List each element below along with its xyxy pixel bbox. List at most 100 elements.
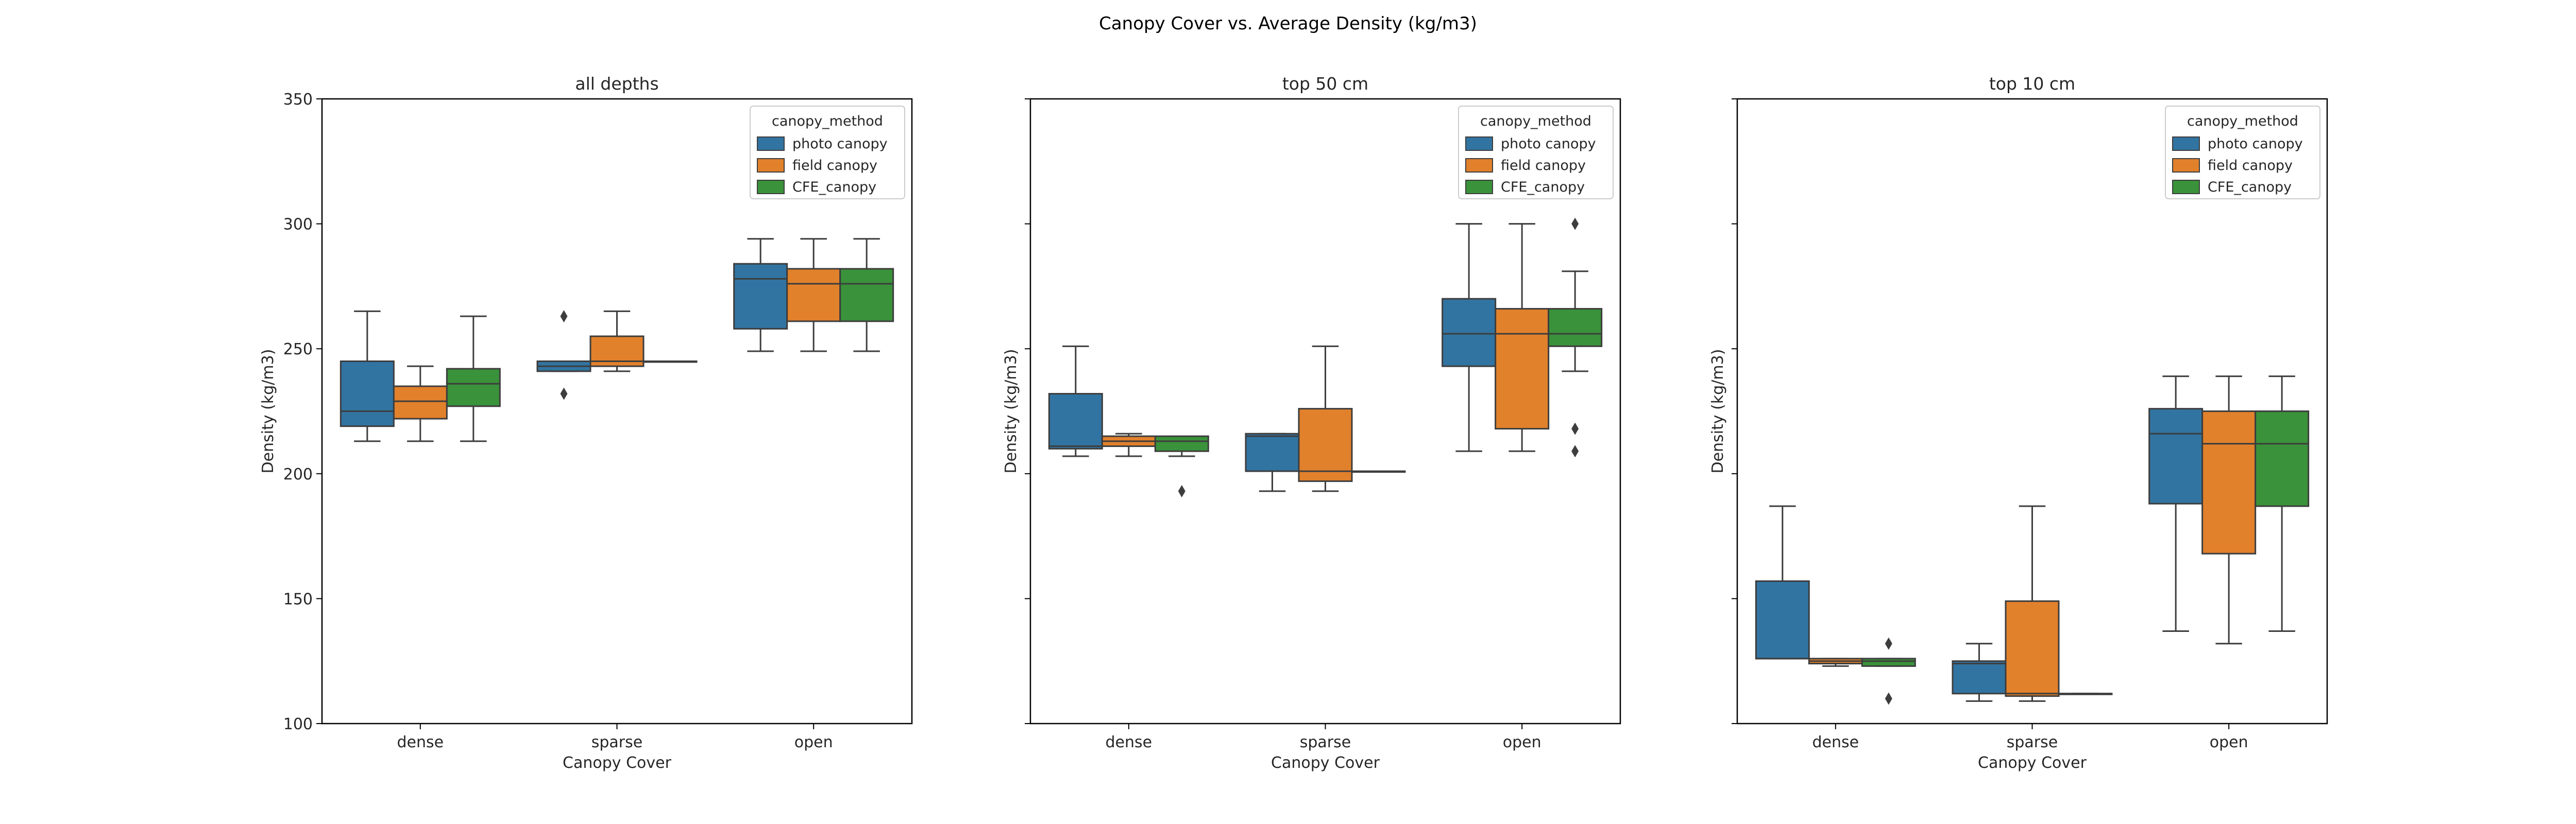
x-tick-label: sparse: [2007, 733, 2058, 751]
outlier-point: [1178, 485, 1185, 497]
box-cfe-canopy-dense: [1154, 435, 1209, 497]
legend-label: CFE_canopy: [1501, 179, 1585, 195]
box-body: [839, 268, 894, 322]
box-body: [733, 263, 788, 330]
legend-box: [1458, 106, 1614, 199]
legend-swatch: [757, 158, 785, 173]
legend-swatch: [1465, 158, 1493, 173]
x-tick-label: dense: [397, 733, 444, 751]
box-body: [340, 360, 395, 427]
x-axis-label: Canopy Cover: [1978, 754, 2087, 772]
x-axis-label: Canopy Cover: [1271, 754, 1380, 772]
box-cfe-canopy-open: [1548, 217, 1603, 458]
x-tick-label: dense: [1106, 733, 1153, 751]
outlier-point: [1571, 445, 1579, 458]
legend-swatch: [2172, 180, 2200, 194]
outlier-point: [1885, 637, 1892, 650]
y-tick-label: 150: [283, 590, 313, 608]
legend-swatch: [757, 136, 785, 151]
box-photo-canopy-sparse: [1245, 433, 1300, 492]
box-field-canopy-sparse: [2005, 505, 2060, 702]
box-body: [1952, 660, 2007, 695]
chart-panel-3: top 10 cm Density (kg/m3) dense sparse open C…: [1709, 74, 2328, 772]
figure-title: Canopy Cover vs. Average Density (kg/m3): [1099, 13, 1477, 34]
box-photo-canopy-open: [733, 238, 788, 352]
legend-label: photo canopy: [2208, 136, 2303, 152]
box-field-canopy-dense: [393, 365, 448, 442]
x-tick-label: open: [2210, 733, 2248, 751]
x-axis-label: Canopy Cover: [563, 754, 672, 772]
box-cfe-canopy-sparse: [1351, 470, 1406, 473]
outlier-point: [1571, 422, 1579, 435]
legend-label: field canopy: [1501, 158, 1586, 174]
x-tick-label: open: [794, 733, 833, 751]
box-field-canopy-sparse: [1298, 345, 1353, 492]
box-photo-canopy-open: [2148, 375, 2204, 632]
box-body: [1495, 308, 1550, 430]
box-body: [2201, 410, 2257, 555]
x-tick-label: open: [1503, 733, 1541, 751]
box-body: [1154, 435, 1209, 452]
legend-title: canopy_method: [2187, 113, 2298, 129]
outlier-point: [1571, 217, 1579, 230]
outlier-point: [560, 387, 568, 400]
legend-swatch: [2172, 136, 2200, 151]
box-body: [393, 385, 448, 420]
box-cfe-canopy-sparse: [642, 360, 698, 363]
legend-label: photo canopy: [792, 136, 888, 152]
y-axis-label: Density (kg/m3): [1709, 349, 1727, 474]
legend-swatch: [2172, 158, 2200, 173]
box-body: [1548, 308, 1603, 347]
legend-label: field canopy: [792, 158, 877, 174]
legend-label: photo canopy: [1501, 136, 1596, 152]
subplot-title: top 50 cm: [1282, 74, 1368, 94]
box-field-canopy-dense: [1808, 658, 1863, 667]
y-tick-label: 350: [283, 91, 313, 109]
outlier-point: [560, 310, 568, 323]
legend-label: CFE_canopy: [2208, 179, 2292, 195]
plot-frame: [321, 98, 913, 725]
box-body: [1048, 393, 1103, 450]
legend-swatch: [1465, 180, 1493, 194]
plot-frame: [1029, 98, 1621, 725]
outlier-point: [1885, 692, 1892, 705]
subplot-title: top 10 cm: [1989, 74, 2075, 94]
box-field-canopy-open: [2201, 375, 2257, 645]
y-tick-label: 250: [283, 340, 313, 358]
x-tick-label: dense: [1812, 733, 1859, 751]
box-photo-canopy-sparse: [536, 310, 591, 400]
box-photo-canopy-dense: [1755, 505, 1810, 660]
legend-swatch: [757, 180, 785, 194]
chart-panel-2: top 50 cm Density (kg/m3) dense sparse open C…: [1002, 74, 1621, 772]
box-body: [1442, 298, 1497, 367]
legend-title: canopy_method: [1480, 113, 1591, 129]
plot-frame: [1736, 98, 2328, 725]
box-cfe-canopy-dense: [446, 315, 501, 442]
y-tick-label: 100: [283, 715, 313, 733]
legend-label: CFE_canopy: [792, 179, 876, 195]
y-tick-label: 200: [283, 466, 313, 484]
box-photo-canopy-open: [1442, 223, 1497, 452]
box-field-canopy-dense: [1101, 433, 1156, 457]
legend-box: [2165, 106, 2320, 199]
legend-swatch: [1465, 136, 1493, 151]
y-axis-label: Density (kg/m3): [1002, 349, 1020, 474]
box-body: [1861, 658, 1916, 667]
legend-label: field canopy: [2208, 158, 2293, 174]
subplot-title: all depths: [575, 74, 658, 94]
box-cfe-canopy-sparse: [2058, 693, 2113, 695]
box-body: [786, 268, 841, 322]
box-body: [1245, 433, 1300, 472]
box-body: [446, 368, 501, 407]
box-photo-canopy-dense: [1048, 345, 1103, 457]
chart-panel-1: all depths 100 150 200 250 300 350 Density (kg/…: [259, 74, 913, 772]
box-body: [2255, 410, 2310, 507]
legend-box: [750, 106, 905, 199]
box-cfe-canopy-dense: [1861, 637, 1916, 705]
box-body: [2148, 408, 2204, 505]
